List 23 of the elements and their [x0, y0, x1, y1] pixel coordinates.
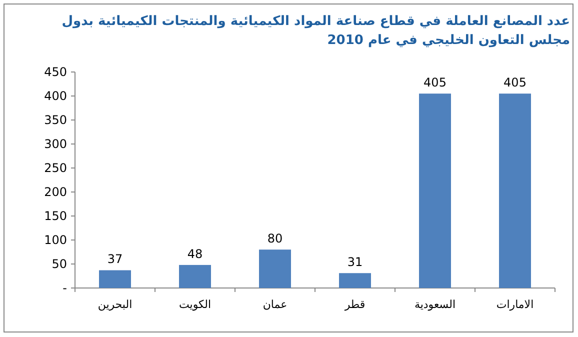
- data-label: 405: [504, 76, 526, 90]
- y-tick-label: 250: [44, 161, 67, 175]
- y-tick-label: 450: [44, 65, 67, 79]
- x-tick-label: السعودية: [414, 298, 456, 311]
- data-label: 48: [187, 246, 203, 261]
- data-label: 31: [347, 255, 363, 270]
- x-tick-label: الامارات: [496, 298, 534, 311]
- data-label: 405: [424, 76, 446, 90]
- y-tick-label: 150: [44, 209, 67, 223]
- y-tick-label: 50: [52, 257, 67, 271]
- x-tick-label: الكويت: [178, 298, 212, 311]
- x-tick-label: عمان: [262, 298, 288, 311]
- y-tick-label: 100: [44, 233, 67, 247]
- y-tick-label: 200: [44, 185, 67, 199]
- x-tick-label: البحرين: [98, 298, 132, 311]
- y-tick-label: 350: [44, 113, 67, 127]
- y-tick-label: 400: [44, 89, 67, 103]
- y-tick-label: -: [62, 281, 67, 295]
- y-tick-label: 300: [44, 137, 67, 151]
- x-tick-label: قطر: [344, 298, 366, 311]
- data-label: 80: [267, 232, 283, 246]
- chart-title: عدد المصانع العاملة في قطاع صناعة المواد الكيميائية والمنتجات الكيميائية بدول مجلس التعاون الخليجي في عام 2010: [60, 13, 570, 50]
- data-label: 37: [107, 252, 123, 266]
